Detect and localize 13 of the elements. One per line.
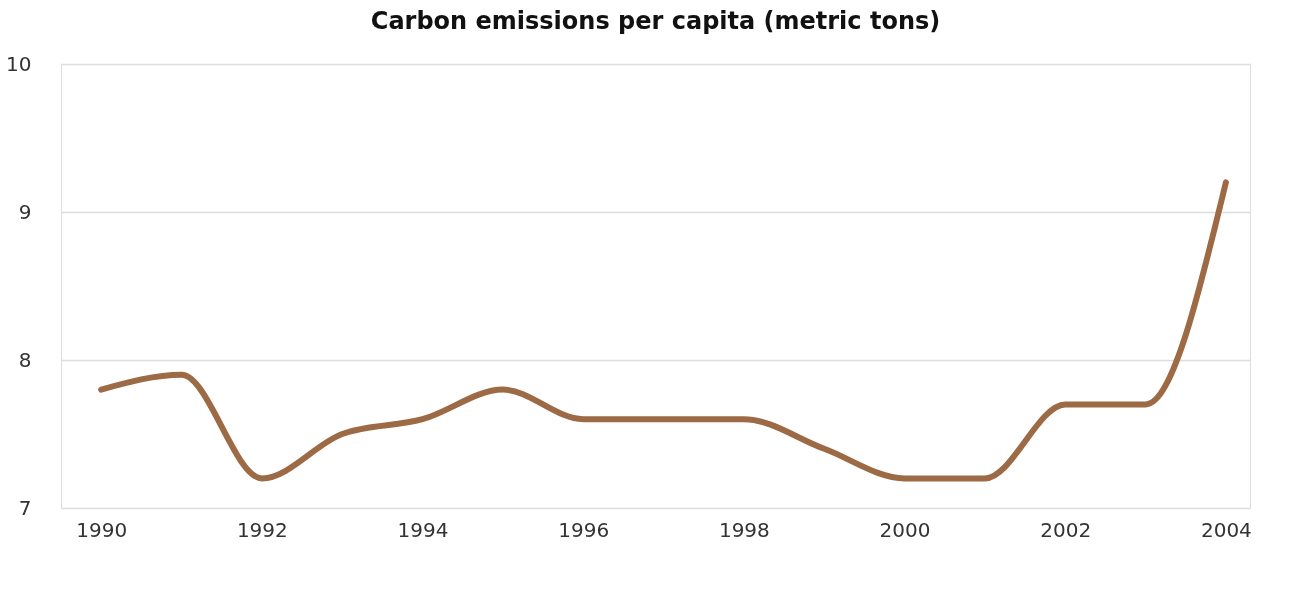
x-tick-label: 2004 bbox=[1200, 517, 1252, 542]
x-tick-label: 1998 bbox=[718, 517, 770, 542]
x-tick-label: 1990 bbox=[76, 517, 128, 542]
y-tick-label: 9 bbox=[18, 199, 32, 224]
chart-title: Carbon emissions per capita (metric tons) bbox=[370, 7, 941, 35]
x-tick-label: 1994 bbox=[397, 517, 449, 542]
x-tick-label: 1996 bbox=[558, 517, 610, 542]
x-tick-label: 2000 bbox=[879, 517, 931, 542]
y-tick-label: 10 bbox=[6, 51, 32, 76]
x-tick-label: 2002 bbox=[1040, 517, 1092, 542]
x-tick-label: 1992 bbox=[236, 517, 288, 542]
y-tick-label: 7 bbox=[18, 495, 32, 520]
y-tick-label: 8 bbox=[18, 347, 32, 372]
